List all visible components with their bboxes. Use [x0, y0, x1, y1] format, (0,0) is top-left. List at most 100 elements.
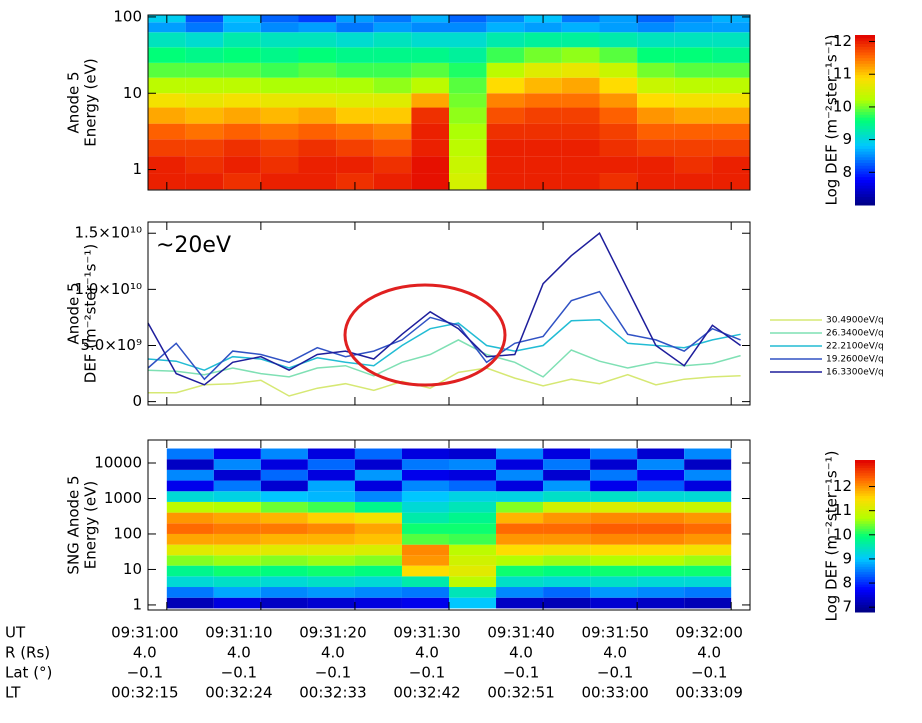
heatmap-cell	[260, 77, 299, 94]
line-series	[147, 290, 741, 381]
heatmap-cell	[524, 123, 562, 140]
ephemeris-value: −0.1	[691, 664, 727, 682]
heatmap-cell	[213, 576, 261, 588]
heatmap-cell	[486, 62, 525, 78]
heatmap-cell	[185, 107, 224, 124]
heatmap-cell	[307, 544, 355, 556]
heatmap-cell	[411, 173, 449, 190]
colorbar-segment	[855, 46, 875, 50]
heatmap-cell	[674, 173, 713, 190]
heatmap-cell	[354, 469, 402, 481]
heatmap-cell	[684, 576, 732, 588]
heatmap-cell	[336, 139, 374, 157]
heatmap-cell	[561, 22, 600, 33]
heatmap-cell	[223, 62, 261, 78]
heatmap-cell	[401, 555, 449, 566]
colorbar-tick-label: 10	[833, 97, 852, 115]
heatmap-cell	[684, 512, 732, 524]
heatmap-cell	[411, 139, 449, 157]
heatmap-cell	[401, 491, 449, 502]
ephemeris-value: 4.0	[227, 644, 251, 662]
heatmap-cell	[561, 32, 600, 48]
colorbar-segment	[855, 487, 875, 491]
colorbar-segment	[855, 139, 875, 144]
colorbar-segment	[855, 66, 875, 70]
heatmap-cell	[684, 480, 732, 492]
colorbar-segment	[855, 122, 875, 127]
heatmap-cell	[449, 555, 497, 566]
colorbar-segment	[855, 520, 875, 524]
heatmap-cell	[411, 77, 449, 94]
heatmap-cell	[599, 22, 638, 33]
heatmap-cell	[543, 597, 591, 609]
heatmap-cell	[213, 565, 261, 577]
heatmap-cell	[449, 62, 487, 78]
heatmap-cell	[185, 139, 224, 157]
heatmap-cell	[543, 480, 591, 492]
heatmap-cell	[148, 107, 186, 124]
colorbar-segment	[855, 151, 875, 155]
colorbar-segment	[855, 54, 875, 59]
heatmap-cell	[213, 597, 261, 609]
heatmap-cell	[524, 93, 562, 108]
heatmap-cell	[599, 139, 638, 157]
colorbar-segment	[855, 503, 875, 507]
colorbar-segment	[855, 609, 875, 613]
colorbar-segment	[855, 193, 875, 197]
heatmap-cell	[148, 32, 186, 48]
colorbar-segment	[855, 86, 875, 90]
heatmap-cell	[524, 22, 562, 33]
colorbar-segment	[855, 108, 875, 112]
heatmap-cell	[486, 173, 525, 190]
heatmap-cell	[260, 480, 308, 492]
colorbar-segment	[855, 584, 875, 588]
ephemeris-label: UT	[5, 624, 26, 642]
heatmap-cell	[590, 459, 638, 470]
colorbar-segment	[855, 162, 875, 166]
colorbar-segment	[855, 508, 875, 512]
ephemeris-value: 00:32:51	[487, 684, 554, 702]
colorbar-segment	[855, 35, 875, 39]
y-axis-label: Energy (eV)	[82, 58, 100, 146]
heatmap-cell	[411, 15, 449, 23]
heatmap-cell	[449, 107, 487, 124]
heatmap-cell	[336, 93, 374, 108]
colorbar-segment	[855, 202, 875, 206]
heatmap-cell	[336, 107, 374, 124]
colorbar-tick-label: 10	[833, 525, 852, 543]
heatmap-cell	[486, 32, 525, 48]
ephemeris-value: −0.1	[597, 664, 633, 682]
heatmap-cell	[148, 77, 186, 94]
heatmap-cell	[411, 62, 449, 78]
heatmap-cell	[148, 156, 186, 174]
heatmap-cell	[373, 107, 412, 124]
heatmap-cell	[223, 123, 261, 140]
heatmap-cell	[590, 491, 638, 502]
y-axis-label: Anode 5	[65, 71, 83, 133]
heatmap-cell	[599, 107, 638, 124]
heatmap-cell	[166, 459, 214, 470]
heatmap-cell	[185, 62, 224, 78]
heatmap-cell	[561, 123, 600, 140]
heatmap-cell	[637, 156, 675, 174]
x-tick-label: 09:31:40	[487, 624, 554, 642]
colorbar-segment	[855, 477, 875, 481]
colorbar-tick-label: 12	[833, 32, 852, 50]
colorbar-segment	[855, 492, 875, 496]
heatmap-cell	[298, 173, 337, 190]
colorbar-segment	[855, 159, 875, 163]
colorbar-segment	[855, 546, 875, 550]
heatmap-cell	[543, 576, 591, 588]
colorbar-segment	[855, 168, 875, 172]
heatmap-cell	[590, 587, 638, 598]
colorbar-segment	[855, 528, 875, 532]
heatmap-cell	[166, 555, 214, 566]
heatmap-cell	[336, 32, 374, 48]
line-series	[147, 318, 741, 372]
heatmap-cell	[486, 93, 525, 108]
heatmap-cell	[223, 77, 261, 94]
colorbar-segment	[855, 94, 875, 98]
heatmap-cell	[148, 47, 186, 63]
heatmap-cell	[486, 139, 525, 157]
heatmap-cell	[260, 448, 308, 460]
